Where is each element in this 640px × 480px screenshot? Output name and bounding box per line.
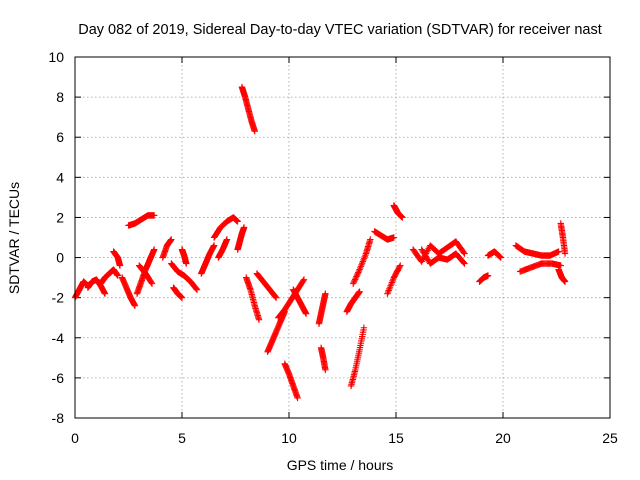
data-point-arc-28 xyxy=(351,277,358,285)
y-axis-ticks: -8 -6 -4 -2 0 2 4 6 8 10 xyxy=(48,49,610,426)
data-point-arc-14 xyxy=(234,218,241,225)
data-point-arc-28 xyxy=(355,269,362,276)
data-point-arc-03 xyxy=(114,272,121,279)
y-tick-label: -4 xyxy=(52,330,65,346)
data-point-arc-21 xyxy=(300,277,307,284)
data-point-arc-28 xyxy=(350,279,358,286)
y-tick-label: 0 xyxy=(56,250,64,266)
data-point-arc-33 xyxy=(461,260,468,267)
data-point-arc-08 xyxy=(148,280,156,287)
data-points xyxy=(71,83,569,402)
data-point-arc-27 xyxy=(360,324,368,331)
y-tick-label: -2 xyxy=(52,290,65,306)
x-tick-label: 5 xyxy=(178,430,186,446)
data-point-arc-18 xyxy=(255,316,263,323)
data-point-arc-15 xyxy=(223,236,231,243)
grid-lines xyxy=(75,57,610,418)
data-point-arc-37 xyxy=(557,262,564,269)
data-point-arc-11 xyxy=(178,294,186,301)
data-point-arc-30 xyxy=(397,262,404,269)
data-point-arc-19 xyxy=(272,294,280,301)
data-point-arc-21 xyxy=(300,276,308,283)
data-point-arc-22 xyxy=(294,394,301,402)
data-point-arc-29 xyxy=(390,234,398,241)
y-tick-label: -6 xyxy=(52,370,65,386)
data-point-arc-17 xyxy=(251,128,258,135)
data-point-arc-16 xyxy=(240,224,248,231)
data-point-arc-38 xyxy=(561,250,569,257)
data-point-arc-30 xyxy=(396,263,403,270)
x-tick-label: 15 xyxy=(388,430,404,446)
data-point-arc-05 xyxy=(131,302,139,309)
data-point-arc-04 xyxy=(116,262,124,269)
data-point-arc-10 xyxy=(193,286,201,293)
data-point-arc-31 xyxy=(399,214,406,221)
data-point-arc-28 xyxy=(355,267,363,275)
data-point-arc-36 xyxy=(555,248,562,255)
data-point-arc-13 xyxy=(210,242,218,249)
data-point-arc-28 xyxy=(367,236,374,243)
data-point-arc-07 xyxy=(150,246,158,253)
data-point-arc-26 xyxy=(356,288,363,295)
data-point-arc-28 xyxy=(350,280,357,287)
data-point-arc-28 xyxy=(352,274,359,282)
data-point-arc-28 xyxy=(351,276,359,283)
data-point-arc-28 xyxy=(353,272,361,279)
x-tick-label: 0 xyxy=(71,430,79,446)
y-tick-label: 8 xyxy=(56,89,64,105)
y-tick-label: 6 xyxy=(56,129,64,145)
data-point-arc-08 xyxy=(148,279,155,286)
data-point-arc-39 xyxy=(561,278,569,285)
chart-title: Day 082 of 2019, Sidereal Day-to-day VTE… xyxy=(78,22,602,38)
data-point-arc-35 xyxy=(497,254,505,261)
data-point-arc-06 xyxy=(150,212,158,219)
data-point-arc-12 xyxy=(183,260,190,267)
y-tick-label: 10 xyxy=(48,49,64,65)
data-point-arc-23 xyxy=(302,310,310,317)
data-point-arc-28 xyxy=(353,273,360,280)
data-point-arc-24 xyxy=(322,290,329,297)
plot-frame xyxy=(74,56,611,419)
data-point-arc-33 xyxy=(460,259,467,266)
data-point-arc-10 xyxy=(193,285,200,293)
x-tick-label: 20 xyxy=(495,430,511,446)
y-tick-label: 4 xyxy=(56,169,64,185)
data-point-arc-09 xyxy=(168,236,175,243)
y-tick-label: -8 xyxy=(52,410,65,426)
data-point-arc-19 xyxy=(272,293,279,301)
data-point-arc-28 xyxy=(354,270,361,278)
data-point-arc-32 xyxy=(460,249,467,256)
data-point-arc-25 xyxy=(322,366,329,374)
data-point-arc-34 xyxy=(484,272,492,279)
data-point-arc-32 xyxy=(461,250,468,257)
x-tick-label: 10 xyxy=(281,430,297,446)
data-point-arc-35 xyxy=(497,253,504,261)
x-axis-label: GPS time / hours xyxy=(287,457,394,473)
y-axis-label: SDTVAR / TECUs xyxy=(6,182,22,294)
data-point-arc-35 xyxy=(496,253,503,260)
data-point-arc-02 xyxy=(101,290,109,297)
y-tick-label: 2 xyxy=(56,209,64,225)
x-tick-label: 25 xyxy=(602,430,618,446)
